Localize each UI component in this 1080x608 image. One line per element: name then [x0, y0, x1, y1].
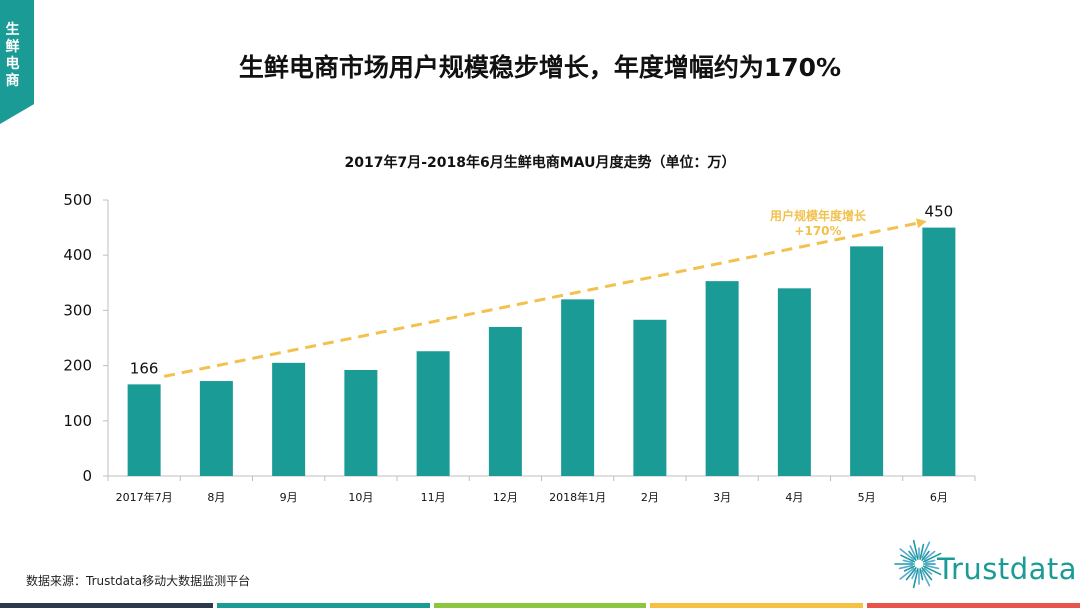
sunburst-ray [899, 548, 915, 561]
data-label: 166 [130, 359, 159, 377]
page-title: 生鲜电商市场用户规模稳步增长，年度增幅约为170% [238, 53, 842, 82]
bar [272, 362, 306, 476]
sunburst-ray [921, 541, 931, 559]
x-tick-label: 2017年7月 [116, 490, 173, 504]
sunburst-ray [921, 569, 931, 587]
data-source-note: 数据来源：Trustdata移动大数据监测平台 [26, 574, 251, 588]
bar [416, 351, 450, 476]
bar [850, 246, 884, 476]
y-tick-label: 300 [63, 301, 92, 319]
sunburst-ray [911, 569, 917, 580]
sunburst-ray [922, 552, 942, 563]
bar [344, 370, 378, 476]
sunburst-ray [898, 564, 913, 570]
sunburst-ray [912, 568, 919, 589]
logo-text: Trustdata [937, 552, 1078, 586]
sunburst-ray [912, 539, 919, 560]
chart-title: 2017年7月-2018年6月生鲜电商MAU月度走势（单位：万） [344, 155, 736, 171]
footer-color-segment [0, 603, 213, 608]
bar [705, 281, 739, 476]
trustdata-logo: Trustdata [892, 534, 1077, 594]
x-tick-label: 8月 [207, 491, 225, 504]
footer-color-segment [216, 603, 430, 608]
section-tab-label: 生鲜电商 [5, 22, 20, 89]
bar [127, 384, 161, 476]
x-tick-label: 4月 [785, 491, 803, 504]
bar-chart: 0 100 200 300 400 500 2017年7月 8月 9月 10月 11月 12月 201… [63, 191, 976, 504]
x-tick-label: 5月 [858, 491, 876, 504]
y-tick-label: 100 [63, 412, 92, 430]
bar [777, 288, 811, 476]
sunburst-icon [894, 539, 942, 589]
sunburst-ray [923, 567, 933, 575]
footer-color-segment [867, 603, 1080, 608]
y-tick-label: 0 [82, 467, 92, 485]
x-tick-label: 6月 [930, 491, 948, 504]
x-tick-label: 2月 [641, 491, 659, 504]
sunburst-ray [919, 568, 924, 581]
footer-color-bar [0, 603, 1080, 608]
x-tick-label: 9月 [280, 491, 298, 504]
trend-annotation-label: 用户规模年度增长 [769, 208, 867, 223]
sunburst-ray [921, 550, 930, 561]
sunburst-ray [922, 565, 942, 576]
y-tick-label: 400 [63, 246, 92, 264]
sunburst-ray [908, 550, 917, 561]
sunburst-ray [903, 565, 916, 572]
y-tick-label: 200 [63, 357, 92, 375]
trend-arrow [163, 218, 927, 378]
footer-color-segment [433, 603, 647, 608]
x-tick-label: 12月 [493, 491, 518, 504]
sunburst-ray [921, 567, 933, 581]
x-tick-label: 3月 [713, 491, 731, 504]
sunburst-ray [899, 567, 915, 580]
footer-color-segment [650, 603, 864, 608]
sunburst-ray [925, 559, 936, 564]
sunburst-ray [909, 545, 917, 559]
y-tick-label: 500 [63, 191, 92, 209]
bar [922, 227, 956, 476]
x-tick-label: 10月 [348, 491, 373, 504]
trend-annotation-value: +170% [794, 224, 841, 238]
bar [561, 299, 595, 476]
bar [633, 319, 667, 476]
sunburst-ray [902, 559, 913, 564]
bar [199, 381, 233, 476]
section-tab: 生鲜电商 [0, 0, 34, 124]
sunburst-ray [905, 567, 917, 581]
data-label: 450 [925, 203, 954, 221]
sunburst-ray [900, 554, 916, 563]
sunburst-ray [925, 564, 940, 570]
x-tick-label: 2018年1月 [549, 490, 606, 504]
x-tick-label: 11月 [421, 491, 446, 504]
sunburst-ray [923, 550, 936, 561]
sunburst-ray [919, 543, 925, 560]
bar [488, 326, 522, 476]
